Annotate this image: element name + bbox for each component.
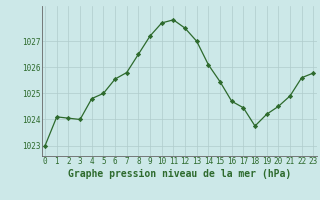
X-axis label: Graphe pression niveau de la mer (hPa): Graphe pression niveau de la mer (hPa) — [68, 169, 291, 179]
